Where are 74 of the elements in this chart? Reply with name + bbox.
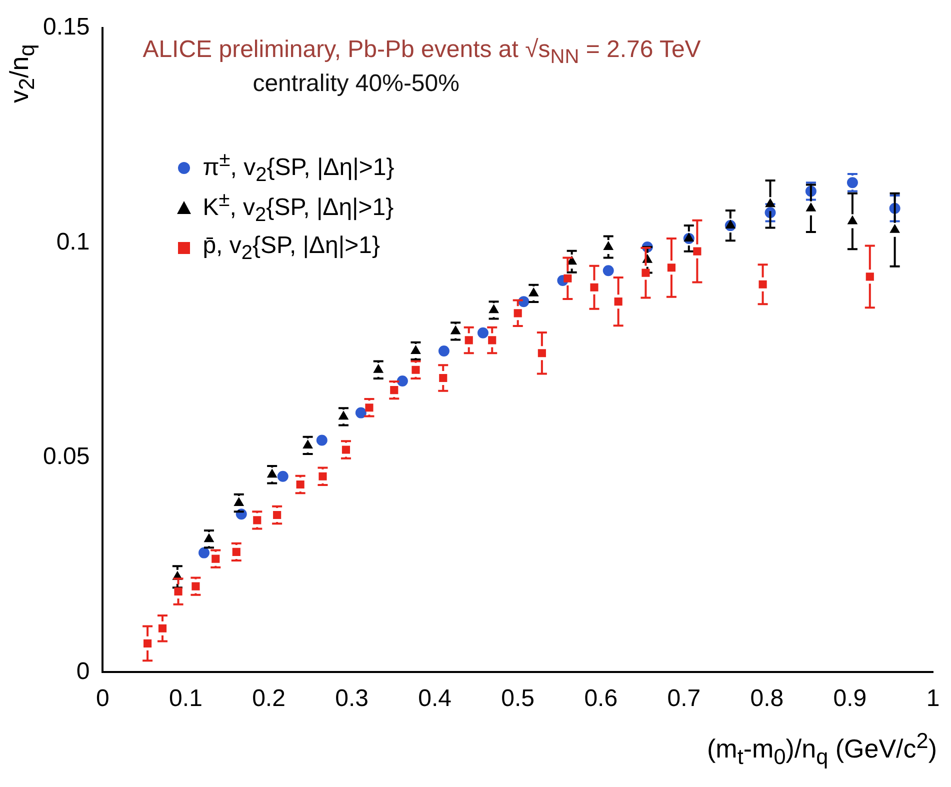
x-tick-label: 0.4 <box>418 685 452 712</box>
point <box>765 198 776 208</box>
legend-label: K$^{±}$, v$_{2}${SP, |Δη|>1} <box>202 189 394 227</box>
point <box>866 272 874 281</box>
x-tick-label: 0 <box>96 685 110 712</box>
text: ALICE preliminary, Pb-Pb events at √s$_{NN}$ = 2.76 TeV <box>142 36 701 69</box>
point <box>232 548 240 556</box>
point <box>890 224 900 233</box>
point <box>412 366 420 374</box>
x-tick-label: 0.9 <box>833 685 867 712</box>
y-tick-label: 0.1 <box>56 228 90 256</box>
point <box>374 364 384 373</box>
point <box>410 345 421 354</box>
point <box>296 480 304 489</box>
x-tick-label: 0.5 <box>501 685 535 712</box>
point <box>488 304 499 314</box>
point <box>564 274 572 282</box>
point <box>726 220 736 229</box>
point <box>198 547 210 558</box>
point <box>318 472 327 480</box>
point <box>355 407 366 418</box>
text: centrality 40%-50% <box>252 70 460 98</box>
x-tick-label: 1 <box>926 685 940 712</box>
point <box>273 510 282 520</box>
point <box>602 265 614 276</box>
point <box>396 376 408 387</box>
point <box>439 374 448 382</box>
y-tick-label: 0.05 <box>42 443 90 470</box>
point <box>174 587 182 596</box>
point <box>684 232 694 242</box>
point <box>758 280 767 288</box>
point <box>464 336 473 344</box>
point <box>302 440 313 448</box>
point <box>806 202 816 212</box>
point <box>338 411 348 420</box>
point <box>590 283 598 292</box>
point <box>667 264 676 272</box>
point <box>253 516 262 524</box>
point <box>642 268 650 277</box>
point <box>538 349 546 358</box>
x-tick-label: 0.6 <box>584 685 618 712</box>
y-tick-label: 0 <box>76 658 90 685</box>
point <box>267 469 277 478</box>
point <box>144 639 152 648</box>
point <box>192 582 200 590</box>
point <box>212 554 220 563</box>
point <box>365 404 374 412</box>
point <box>316 434 328 446</box>
point <box>438 345 450 356</box>
x-tick-label: 0.2 <box>252 685 286 712</box>
point <box>614 298 622 306</box>
point <box>528 288 538 296</box>
point <box>234 497 244 506</box>
text: (m$_{t}$-m$_{0}$)/n$_{q}$ (GeV/c$^{2}$) <box>707 728 937 769</box>
point <box>693 247 702 256</box>
point <box>848 216 858 224</box>
legend-label: π$^{±}$, v$_{2}${SP, |Δη|>1} <box>202 149 394 187</box>
x-tick-label: 0.7 <box>667 685 701 712</box>
point <box>604 242 614 250</box>
x-tick-label: 0.3 <box>335 685 368 712</box>
point <box>277 470 288 482</box>
point <box>477 327 488 338</box>
point <box>488 336 496 344</box>
point <box>450 326 460 334</box>
x-tick-label: 0.1 <box>169 685 202 712</box>
point <box>514 309 522 318</box>
legend-label: p̄, v$_{2}${SP, |Δη|>1} <box>202 232 380 264</box>
point <box>158 624 167 632</box>
point <box>204 534 214 542</box>
point <box>846 177 858 188</box>
x-tick-label: 0.8 <box>750 685 784 712</box>
point <box>390 386 398 394</box>
y-tick-label: 0.15 <box>42 14 90 41</box>
point <box>342 446 350 454</box>
